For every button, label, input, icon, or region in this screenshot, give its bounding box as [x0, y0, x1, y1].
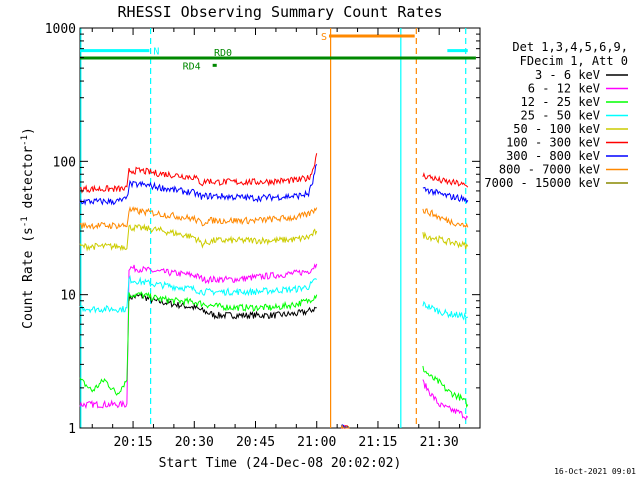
x-tick-label: 21:00: [297, 435, 336, 450]
series-line-50-100-kev: [422, 231, 469, 250]
legend-entry-label: 6 - 12 keV: [528, 82, 600, 96]
series-line-800-7000-kev: [422, 208, 469, 229]
series-line-100-300-kev: [422, 171, 469, 188]
y-axis-label: Count Rate (s-1 detector-1): [20, 127, 36, 329]
legend-entry-label: 800 - 7000 keV: [499, 163, 600, 177]
legend-header-line: FDecim 1, Att 0: [520, 54, 628, 68]
series-line-50-100-kev: [79, 223, 318, 252]
series-line-6-12-kev: [422, 379, 469, 421]
flag-label-s: S: [321, 32, 327, 43]
plot-frame: [79, 27, 481, 429]
x-tick-label: 20:15: [113, 435, 152, 450]
series-line-300-800-kev: [79, 164, 318, 206]
series-line-25-50-kev: [422, 300, 469, 321]
flag-bars: N S RD0 RD4: [80, 32, 476, 72]
legend-entry-label: 50 - 100 keV: [513, 122, 600, 136]
series-line-12-25-kev: [422, 365, 469, 409]
vertical-markers: [80, 28, 467, 428]
flag-label-rd0: RD0: [214, 48, 232, 59]
series-line-25-50-kev: [79, 274, 317, 314]
legend-entry-label: 25 - 50 keV: [521, 109, 600, 123]
y-label-part: detector: [21, 146, 36, 217]
y-label-part: Count Rate (s: [21, 227, 36, 329]
series-line-3-6-kev: [128, 292, 317, 320]
legend-entry-label: 3 - 6 keV: [535, 68, 600, 82]
y-tick-label: 100: [53, 155, 76, 170]
legend-entry-label: 7000 - 15000 keV: [484, 176, 600, 190]
flag-label-rd4: RD4: [183, 61, 201, 72]
y-label-sup: -1: [20, 216, 30, 227]
flag-label-n: N: [153, 47, 159, 58]
x-tick-label: 21:30: [420, 435, 459, 450]
axis-ticks: 20:15 20:30 20:45 21:00 21:15 21:30 1 10 100 1000: [45, 22, 481, 450]
series-line-6-12-kev: [79, 263, 318, 410]
y-label-sup: -1: [20, 135, 30, 146]
legend-entry-label: 12 - 25 keV: [521, 95, 600, 109]
y-tick-label: 10: [60, 289, 76, 304]
x-tick-label: 20:30: [175, 435, 214, 450]
y-tick-label: 1000: [45, 22, 76, 37]
legend: Det 1,3,4,5,6,9, FDecim 1, Att 0 3 - 6 k…: [484, 40, 628, 190]
series-line-100-300-kev: [79, 153, 318, 194]
series-lines: [79, 153, 469, 430]
x-tick-label: 21:15: [358, 435, 397, 450]
legend-entry-label: 100 - 300 keV: [506, 136, 600, 150]
x-axis-label: Start Time (24-Dec-08 20:02:02): [159, 456, 402, 471]
plot-area: N S RD0 RD4 20:15 20:30 20:45 21:00 21:15 21:30 1…: [45, 22, 481, 450]
series-line-12-25-kev: [79, 291, 318, 396]
series-line-800-7000-kev: [340, 424, 350, 429]
series-line-800-7000-kev: [79, 206, 318, 230]
x-tick-label: 20:45: [236, 435, 275, 450]
footer-timestamp: 16-Oct-2021 09:01: [554, 467, 636, 476]
legend-entry-label: 300 - 800 keV: [506, 149, 600, 163]
legend-header-line: Det 1,3,4,5,6,9,: [512, 40, 628, 54]
y-tick-label: 1: [68, 422, 76, 437]
series-line-300-800-kev: [422, 186, 469, 204]
chart-title: RHESSI Observing Summary Count Rates: [117, 3, 442, 21]
y-label-part: ): [21, 127, 36, 135]
